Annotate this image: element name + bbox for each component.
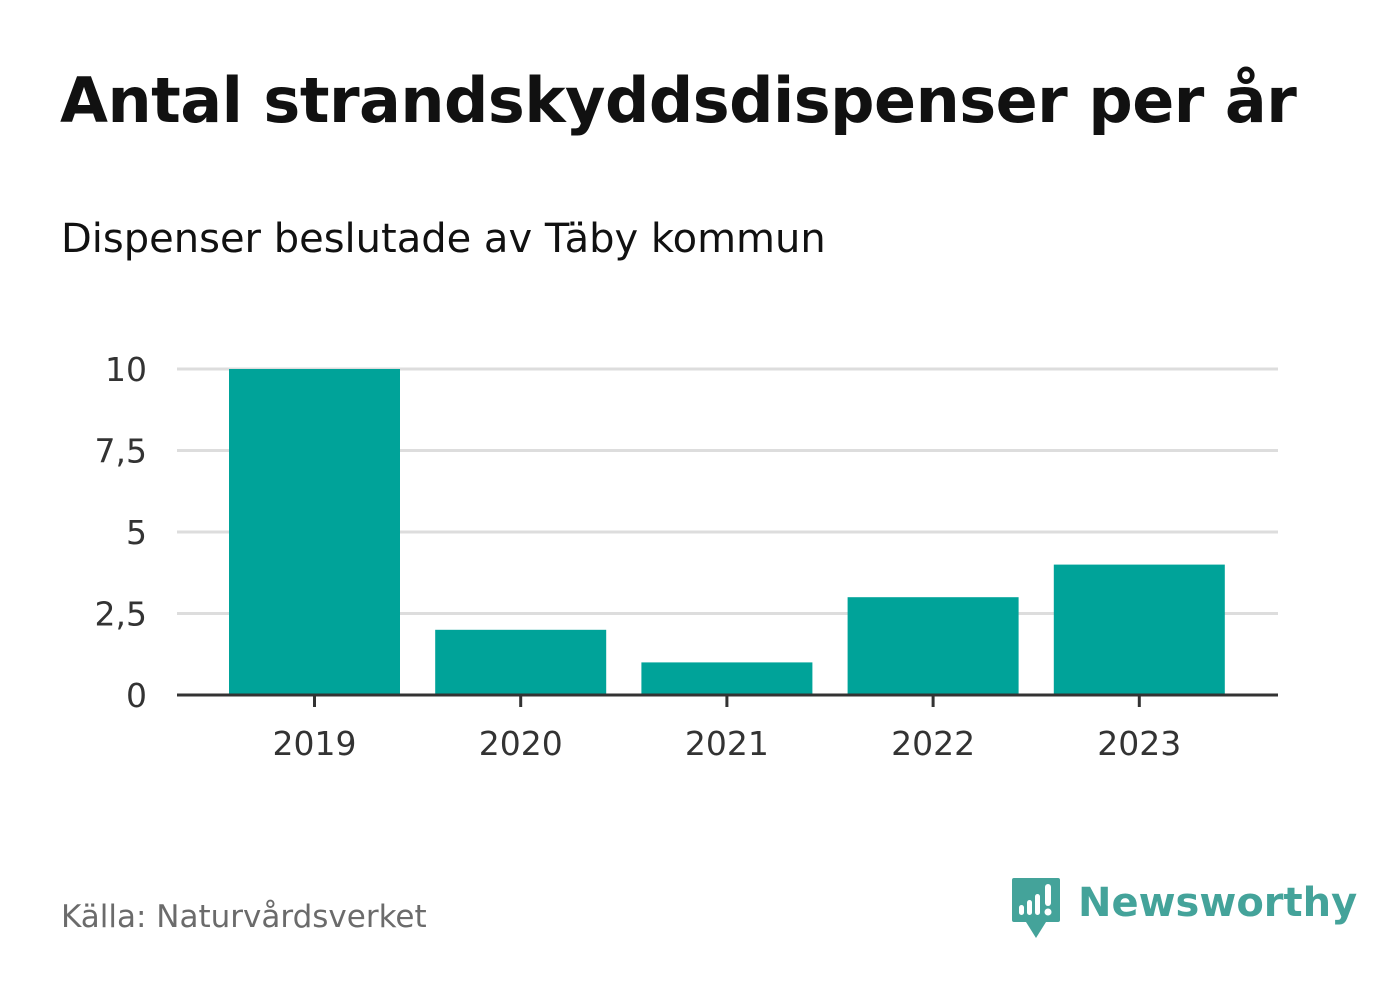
chart-title: Antal strandskyddsdispenser per år (60, 64, 1297, 137)
y-tick-label: 7,5 (95, 432, 147, 471)
brand-name: Newsworthy (1078, 880, 1358, 926)
bar (1053, 564, 1225, 695)
brand-logo: Newsworthy (1012, 878, 1357, 940)
x-tick-label: 2021 (685, 724, 769, 763)
chart-subtitle: Dispenser beslutade av Täby kommun (61, 216, 826, 262)
x-tick-label: 2023 (1097, 724, 1181, 763)
x-tick-label: 2019 (273, 724, 357, 763)
bar (435, 629, 607, 695)
x-tick-label: 2020 (479, 724, 563, 763)
y-tick-label: 0 (126, 676, 147, 715)
bar (847, 597, 1019, 695)
x-tick-label: 2022 (891, 724, 975, 763)
source-note: Källa: Naturvårdsverket (61, 899, 427, 935)
y-tick-label: 5 (126, 513, 147, 552)
y-tick-label: 2,5 (95, 595, 147, 634)
newsworthy-logo-icon (1012, 878, 1060, 938)
bar (641, 662, 813, 695)
bar (229, 369, 400, 695)
y-tick-label: 10 (105, 350, 147, 389)
